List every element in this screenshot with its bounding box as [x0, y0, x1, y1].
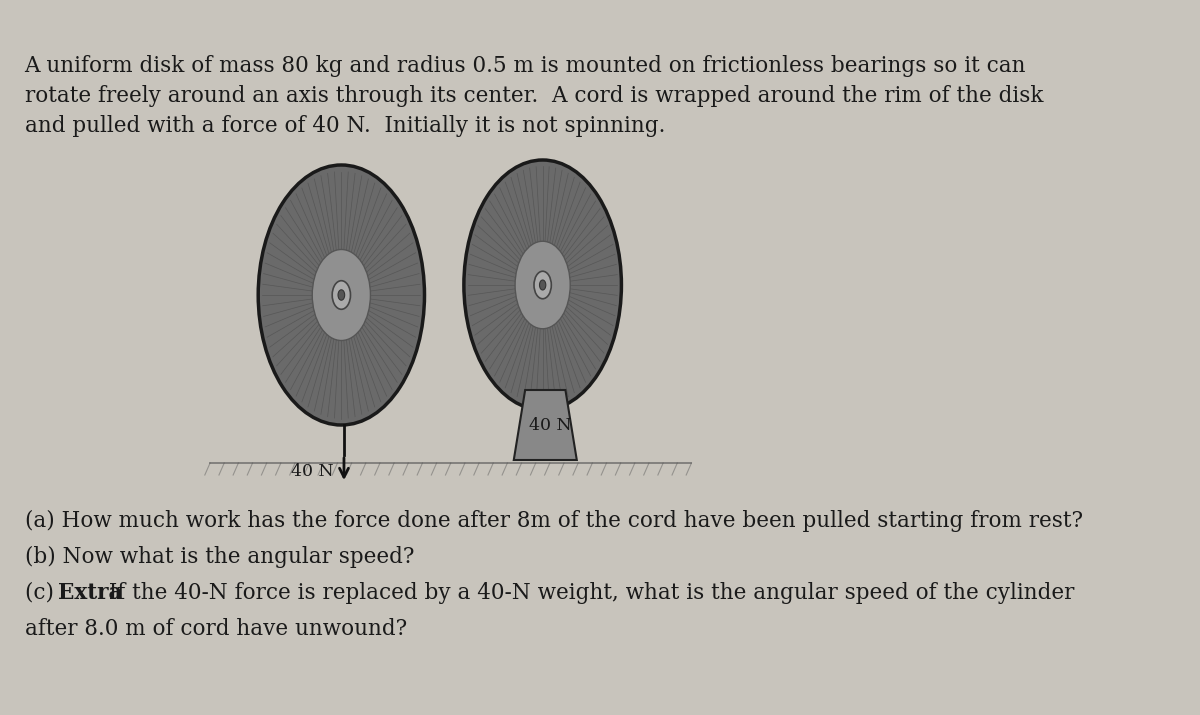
Text: 40 N: 40 N [290, 463, 334, 480]
Ellipse shape [338, 290, 344, 300]
Ellipse shape [312, 250, 371, 340]
Ellipse shape [534, 271, 551, 299]
Text: (c): (c) [24, 582, 60, 604]
Text: Extra: Extra [58, 582, 122, 604]
Ellipse shape [258, 165, 425, 425]
Text: If the 40-N force is replaced by a 40-N weight, what is the angular speed of the: If the 40-N force is replaced by a 40-N … [102, 582, 1074, 604]
Text: (b) Now what is the angular speed?: (b) Now what is the angular speed? [24, 546, 414, 568]
Text: (a) How much work has the force done after 8m of the cord have been pulled start: (a) How much work has the force done aft… [24, 510, 1082, 532]
Text: after 8.0 m of cord have unwound?: after 8.0 m of cord have unwound? [24, 618, 407, 640]
Polygon shape [514, 390, 577, 460]
Text: 40 N: 40 N [529, 417, 571, 433]
Text: and pulled with a force of 40 N.  Initially it is not spinning.: and pulled with a force of 40 N. Initial… [24, 115, 665, 137]
Text: rotate freely around an axis through its center.  A cord is wrapped around the r: rotate freely around an axis through its… [24, 85, 1043, 107]
Ellipse shape [540, 280, 546, 290]
Text: A uniform disk of mass 80 kg and radius 0.5 m is mounted on frictionless bearing: A uniform disk of mass 80 kg and radius … [24, 55, 1026, 77]
Ellipse shape [464, 160, 622, 410]
Ellipse shape [332, 281, 350, 310]
Ellipse shape [515, 241, 570, 329]
